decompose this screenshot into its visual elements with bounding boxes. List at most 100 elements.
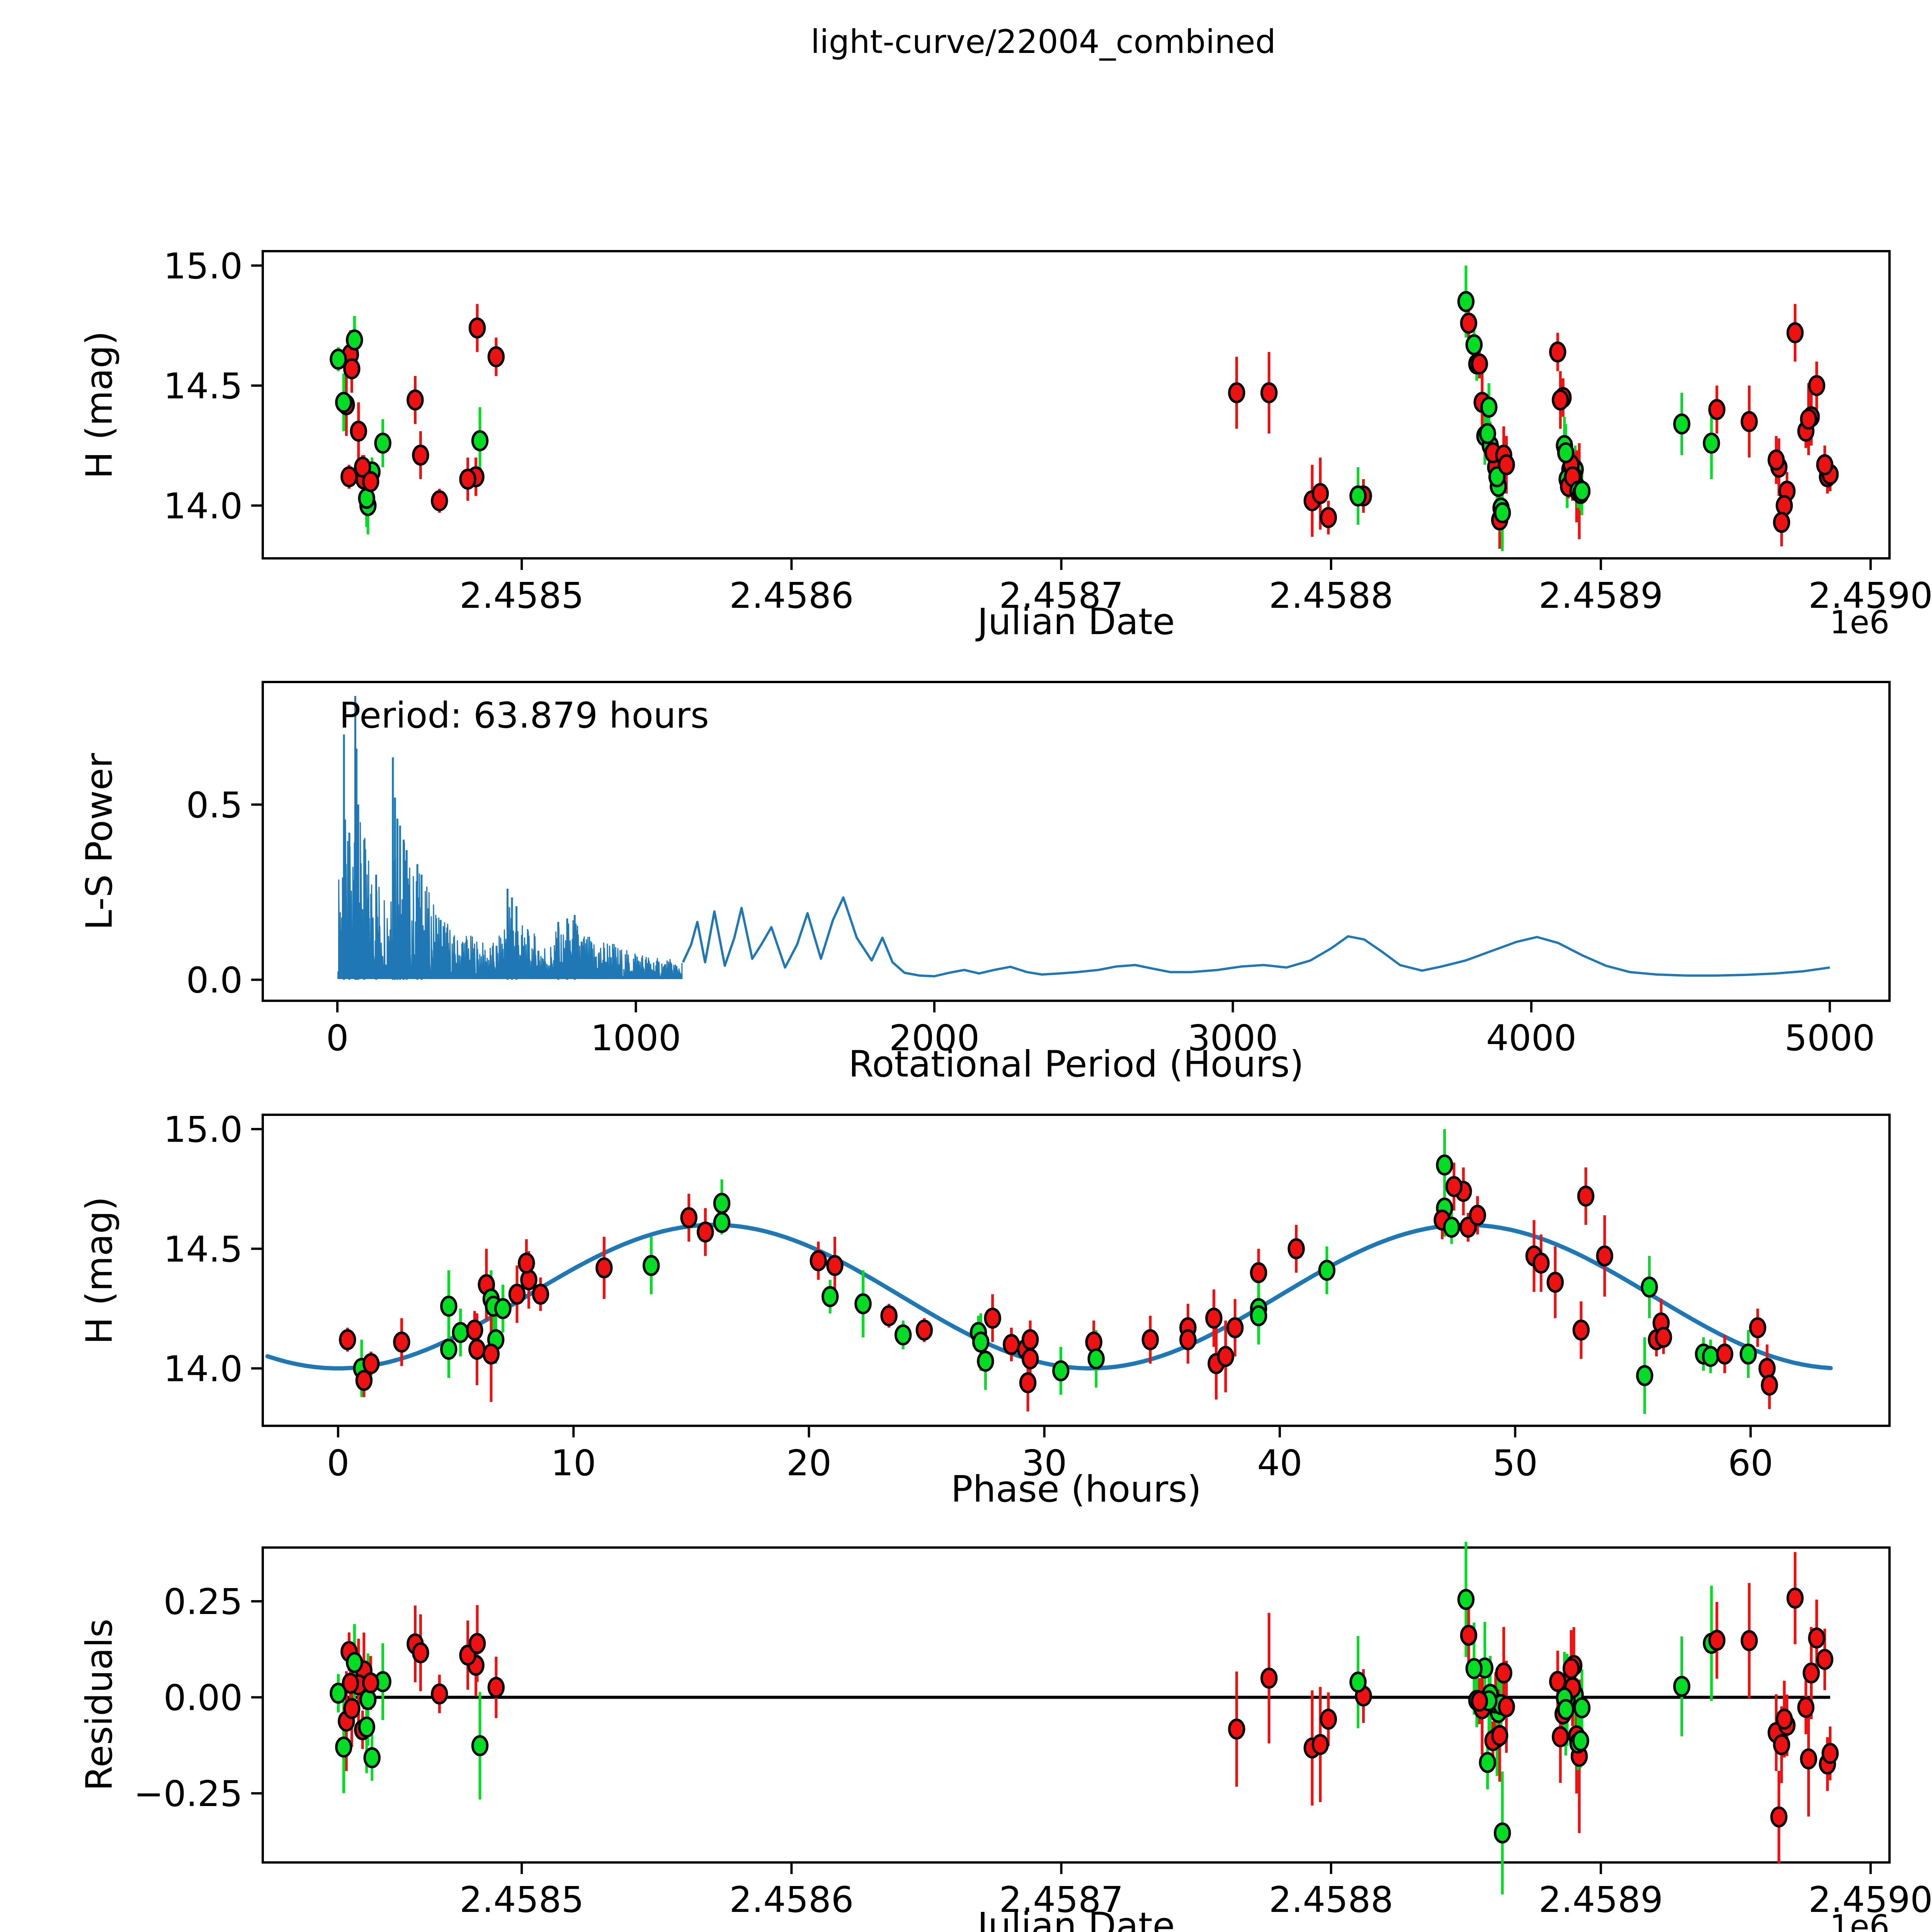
data-point-green [977, 1350, 994, 1372]
data-point-red [1716, 1343, 1733, 1365]
data-point-red [1740, 1630, 1758, 1651]
data-point-red [697, 1221, 714, 1243]
data-point-red [1320, 1709, 1337, 1730]
data-point-green [1557, 1699, 1575, 1720]
data-point-green [335, 392, 352, 413]
data-point-red [468, 1633, 486, 1654]
data-point-green [363, 1747, 381, 1769]
data-point-red [1773, 512, 1790, 533]
y-tick-label-periodogram: 0.0 [186, 960, 243, 1001]
data-point-green [1457, 1589, 1475, 1610]
data-point-green [330, 1682, 347, 1704]
data-point-red [1021, 1329, 1039, 1350]
data-point-red [1260, 382, 1278, 403]
data-point-green [1250, 1305, 1267, 1327]
y-tick-label-jd_mag: 14.0 [163, 485, 243, 527]
data-point-green [972, 1332, 990, 1353]
xlabel-phase-hours: Phase (hours) [951, 1468, 1202, 1510]
x-tick-label-residuals: 2.4589 [1539, 1879, 1663, 1920]
data-point-green [374, 432, 391, 454]
y-tick-label-residuals: 0.25 [163, 1581, 243, 1622]
data-point-red [1532, 1252, 1550, 1274]
data-point-red [339, 1329, 356, 1350]
x-tick-label-jd_mag: 2.4586 [729, 575, 854, 616]
x-tick-label-jd_mag: 2.4585 [459, 575, 584, 616]
x-tick-label-residuals: 2.4587 [999, 1879, 1124, 1920]
data-point-red [1770, 1806, 1787, 1828]
data-point-red [362, 1353, 380, 1374]
data-point-green [1349, 1672, 1367, 1693]
xlabel-julian-date-bottom: Julian Date [977, 1905, 1175, 1932]
data-point-green [1557, 442, 1575, 463]
data-point-green [440, 1296, 457, 1317]
data-point-red [1469, 1204, 1486, 1226]
data-point-red [1776, 495, 1793, 516]
data-point-red [1596, 1245, 1614, 1267]
data-point-green [1480, 396, 1498, 418]
data-point-green [1636, 1365, 1653, 1386]
data-point-green [894, 1324, 912, 1345]
data-point-red [1003, 1334, 1020, 1355]
data-point-red [1708, 399, 1726, 420]
ylabel-h-mag-phase: H (mag) [78, 1196, 121, 1345]
offset-text-top: 1e6 [1830, 604, 1889, 641]
data-point-red [459, 468, 476, 490]
data-point-red [487, 346, 505, 367]
ylabel-residuals: Residuals [78, 1619, 121, 1791]
x-tick-label-phase_mag: 40 [1257, 1442, 1302, 1484]
data-point-green [1465, 334, 1483, 355]
data-point-green [1318, 1260, 1336, 1281]
figure-title: light-curve/22004_combined [811, 23, 1276, 61]
data-point-red [468, 1338, 486, 1360]
data-point-green [1087, 1348, 1105, 1369]
data-point-red [406, 389, 424, 411]
data-point-red [880, 1305, 898, 1327]
data-point-red [810, 1250, 827, 1271]
data-point-red [1471, 353, 1488, 375]
ylabel-ls-power: L-S Power [78, 753, 121, 930]
data-point-green [1052, 1360, 1070, 1381]
data-point-green [358, 1716, 376, 1738]
data-point-green [471, 430, 489, 451]
y-tick-label-jd_mag: 15.0 [163, 245, 243, 287]
y-tick-label-phase_mag: 14.5 [163, 1229, 243, 1270]
data-point-red [1749, 1317, 1767, 1338]
data-point-red [342, 1672, 359, 1694]
y-tick-label-jd_mag: 14.5 [163, 366, 243, 407]
data-point-green [1573, 480, 1591, 502]
data-point-red [1786, 322, 1804, 344]
data-point-red [362, 1672, 379, 1694]
data-point-red [362, 471, 379, 492]
periodogram-noise-spikes [337, 819, 683, 980]
data-point-red [354, 456, 371, 478]
data-point-green [440, 1338, 457, 1360]
y-tick-label-phase_mag: 14.0 [163, 1348, 243, 1389]
x-tick-label-phase_mag: 50 [1493, 1442, 1538, 1484]
data-point-red [1577, 1185, 1595, 1207]
data-point-red [1797, 1697, 1815, 1718]
data-point-red [1260, 1667, 1278, 1689]
data-point-red [412, 444, 429, 466]
data-point-red [393, 1332, 410, 1353]
data-point-red [826, 1255, 844, 1276]
axes-frame-residuals [262, 1546, 1891, 1864]
data-point-red [1287, 1238, 1305, 1260]
data-point-red [1562, 1658, 1580, 1679]
data-point-red [1758, 1358, 1776, 1379]
x-tick-label-residuals: 2.4586 [729, 1879, 854, 1920]
offset-text-bottom: 1e6 [1830, 1908, 1889, 1932]
data-point-red [1021, 1348, 1039, 1369]
data-point-red [1141, 1329, 1159, 1350]
data-point-green [1572, 1730, 1589, 1752]
data-point-red [355, 1370, 373, 1391]
data-point-green [713, 1192, 731, 1214]
data-point-red [680, 1207, 698, 1228]
data-point-red [1226, 1317, 1244, 1338]
data-point-red [466, 1320, 483, 1341]
data-point-red [1460, 313, 1478, 334]
data-point-green [346, 329, 363, 351]
data-point-red [1655, 1327, 1672, 1348]
data-point-red [431, 490, 448, 512]
data-point-red [915, 1320, 933, 1341]
